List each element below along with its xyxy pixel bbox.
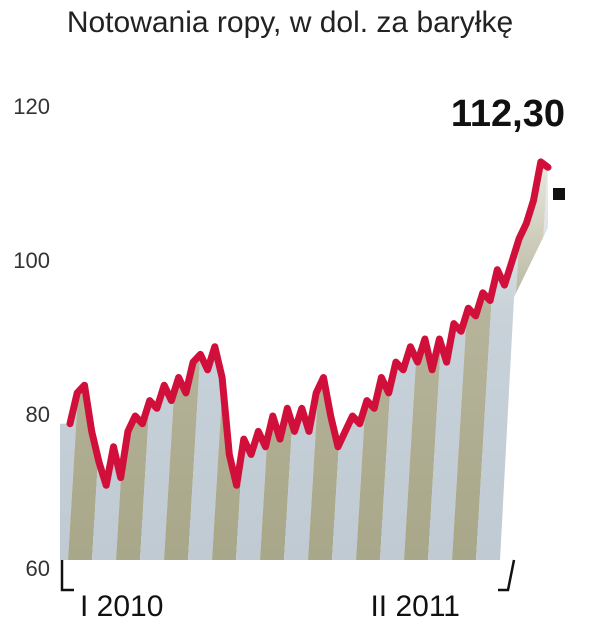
- x-tick-label: II 2011: [370, 590, 460, 623]
- fade: [60, 161, 548, 560]
- y-tick-label: 100: [13, 248, 50, 273]
- stripe: [548, 108, 598, 560]
- x-bracket: [60, 559, 516, 592]
- y-tick-label: 60: [26, 556, 50, 581]
- y-tick-label: 80: [26, 402, 50, 427]
- end-marker: [553, 188, 565, 200]
- chart-title: Notowania ropy, w dol. za baryłkę: [67, 6, 513, 39]
- y-tick-label: 120: [13, 94, 50, 119]
- price-line: [66, 158, 552, 489]
- x-tick-label: I 2010: [80, 590, 163, 623]
- stripe: [524, 161, 548, 560]
- area-fill: [60, 108, 598, 560]
- value-label: 112,30: [451, 93, 565, 135]
- stripe: [572, 108, 598, 560]
